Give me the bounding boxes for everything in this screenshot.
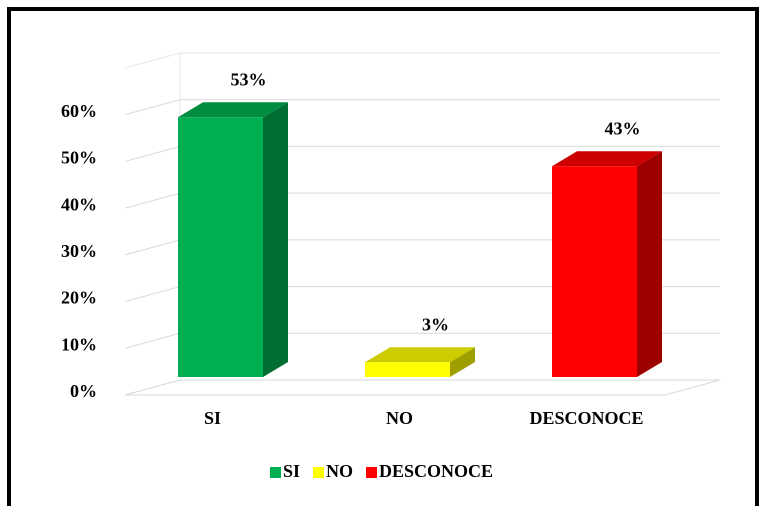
x-tick-label: SI: [204, 408, 221, 428]
bar-side: [450, 347, 475, 377]
y-tick-label: 60%: [61, 101, 97, 121]
bar-side: [263, 102, 288, 378]
y-tick-label: 50%: [61, 148, 97, 168]
bar-front: [178, 117, 263, 378]
bar-front: [365, 362, 450, 377]
legend-label: DESCONOCE: [379, 461, 493, 481]
bar-top: [552, 151, 662, 167]
y-tick-label: 40%: [61, 194, 97, 214]
bar-front: [552, 166, 637, 377]
x-tick-label: DESCONOCE: [529, 408, 643, 428]
bar-top: [178, 102, 288, 118]
y-tick-label: 10%: [61, 334, 97, 354]
bar: [552, 151, 662, 377]
frame: [7, 7, 759, 506]
y-tick-label: 30%: [61, 241, 97, 261]
legend-label: SI: [283, 461, 300, 481]
value-label: 43%: [605, 118, 641, 138]
x-tick-label: NO: [386, 408, 413, 428]
grid-line: [124, 99, 720, 116]
floor: [125, 379, 721, 396]
grid-line: [124, 379, 720, 396]
bar: [178, 102, 288, 378]
y-tick-label: 20%: [61, 288, 97, 308]
value-label: 3%: [422, 314, 449, 334]
bar-side: [637, 151, 662, 377]
y-tick-label: 0%: [70, 381, 97, 401]
legend-swatch: [313, 467, 325, 478]
legend-swatch: [366, 467, 378, 478]
bar-top: [365, 347, 475, 363]
bar: [365, 347, 475, 377]
legend-label: NO: [326, 461, 353, 481]
legend-swatch: [270, 467, 281, 478]
value-label: 53%: [231, 69, 267, 89]
